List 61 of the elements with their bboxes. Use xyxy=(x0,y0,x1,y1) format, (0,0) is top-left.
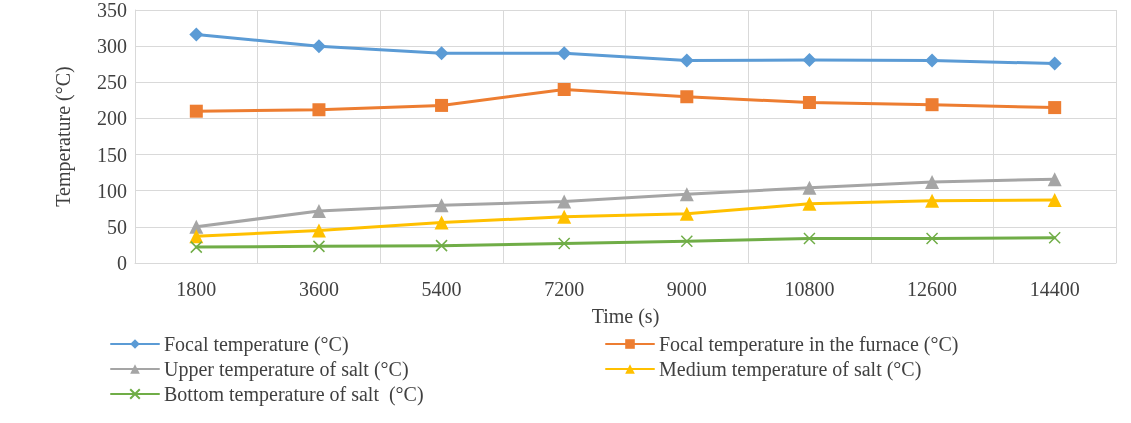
x-tick-label: 10800 xyxy=(784,278,835,300)
x-tick-label: 5400 xyxy=(421,278,462,300)
x-tick-label: 14400 xyxy=(1029,278,1080,300)
point xyxy=(925,175,940,190)
y-tick-label: 250 xyxy=(97,71,127,94)
point xyxy=(557,46,572,61)
point xyxy=(189,27,204,42)
point xyxy=(557,194,572,209)
point xyxy=(311,203,326,218)
x-tick-label: 9000 xyxy=(666,278,707,300)
point xyxy=(1047,193,1062,208)
point xyxy=(679,53,694,68)
point xyxy=(802,180,817,195)
point xyxy=(925,193,940,208)
point xyxy=(802,196,817,211)
point xyxy=(189,104,203,118)
point xyxy=(1048,101,1062,115)
legend-label: Bottom temperature of salt (°C) xyxy=(164,383,424,406)
point xyxy=(557,83,571,97)
point xyxy=(1047,172,1062,187)
y-tick-label: 100 xyxy=(97,179,127,202)
point xyxy=(680,235,694,248)
point xyxy=(557,209,572,224)
x-tick-label: 7200 xyxy=(544,278,585,300)
x-tick-label: 1800 xyxy=(176,278,217,300)
y-tick-label: 50 xyxy=(107,215,127,238)
point xyxy=(190,240,203,254)
legend-label: Medium temperature of salt (°C) xyxy=(659,358,922,381)
y-tick-label: 350 xyxy=(97,0,127,21)
point xyxy=(925,232,939,245)
x-tick-label: 3600 xyxy=(298,278,339,300)
point xyxy=(925,53,940,68)
point xyxy=(435,239,448,252)
point xyxy=(557,237,571,250)
y-tick-label: 0 xyxy=(117,252,127,274)
y-axis-title: Temperature (°C) xyxy=(52,66,75,207)
point xyxy=(679,187,694,202)
point xyxy=(802,52,817,67)
point xyxy=(435,98,449,112)
point xyxy=(680,90,694,104)
point xyxy=(434,215,449,230)
point xyxy=(925,98,939,112)
point xyxy=(803,232,816,245)
point xyxy=(312,103,326,117)
y-tick-label: 200 xyxy=(97,107,127,130)
point xyxy=(802,96,816,110)
legend-label: Focal temperature in the furnace (°C) xyxy=(659,333,959,356)
x-axis-title: Time (s) xyxy=(591,305,660,328)
point xyxy=(312,240,326,253)
y-tick-label: 150 xyxy=(97,143,127,166)
point xyxy=(679,206,694,221)
point xyxy=(434,46,449,61)
point xyxy=(311,39,326,54)
legend-label: Upper temperature of salt (°C) xyxy=(164,358,409,381)
legend-label: Focal temperature (°C) xyxy=(164,333,349,356)
point xyxy=(311,223,326,238)
y-tick-label: 300 xyxy=(97,35,127,58)
point xyxy=(434,198,449,213)
point xyxy=(1047,56,1062,71)
x-tick-label: 12600 xyxy=(907,278,958,300)
point xyxy=(1048,231,1061,244)
